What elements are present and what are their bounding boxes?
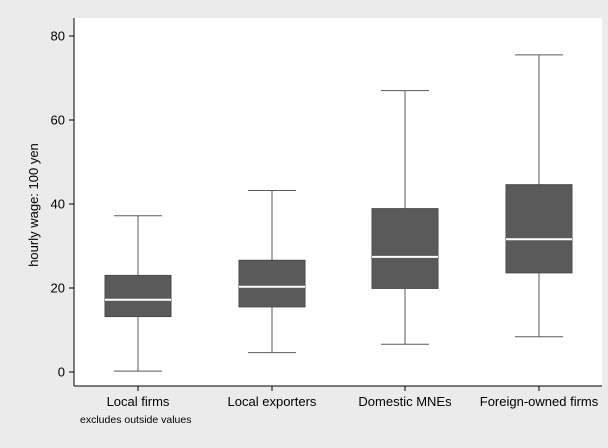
box-1 xyxy=(104,215,172,372)
y-tick-label: 60 xyxy=(51,113,65,128)
x-tick-label: Local exporters xyxy=(228,394,317,409)
interquartile-box xyxy=(104,274,172,318)
chart-note: excludes outside values xyxy=(80,414,192,426)
y-tick-label: 80 xyxy=(51,29,65,44)
interquartile-box xyxy=(371,208,439,289)
box-3 xyxy=(371,90,439,345)
box-4 xyxy=(505,54,573,338)
interquartile-box xyxy=(505,184,573,274)
y-tick-label: 20 xyxy=(51,281,65,296)
y-tick-label: 0 xyxy=(58,365,65,380)
box-2 xyxy=(238,190,306,354)
interquartile-box xyxy=(238,259,306,308)
y-axis-label: hourly wage: 100 yen xyxy=(26,143,41,267)
x-tick-label: Foreign-owned firms xyxy=(480,394,599,409)
boxes xyxy=(104,54,573,372)
y-tick-label: 40 xyxy=(51,197,65,212)
x-tick-label: Domestic MNEs xyxy=(358,394,452,409)
y-axis: 0 20 40 60 80 xyxy=(51,18,75,386)
x-axis: Local firms Local exporters Domestic MNEs F… xyxy=(74,385,602,409)
x-tick-label: Local firms xyxy=(107,394,170,409)
